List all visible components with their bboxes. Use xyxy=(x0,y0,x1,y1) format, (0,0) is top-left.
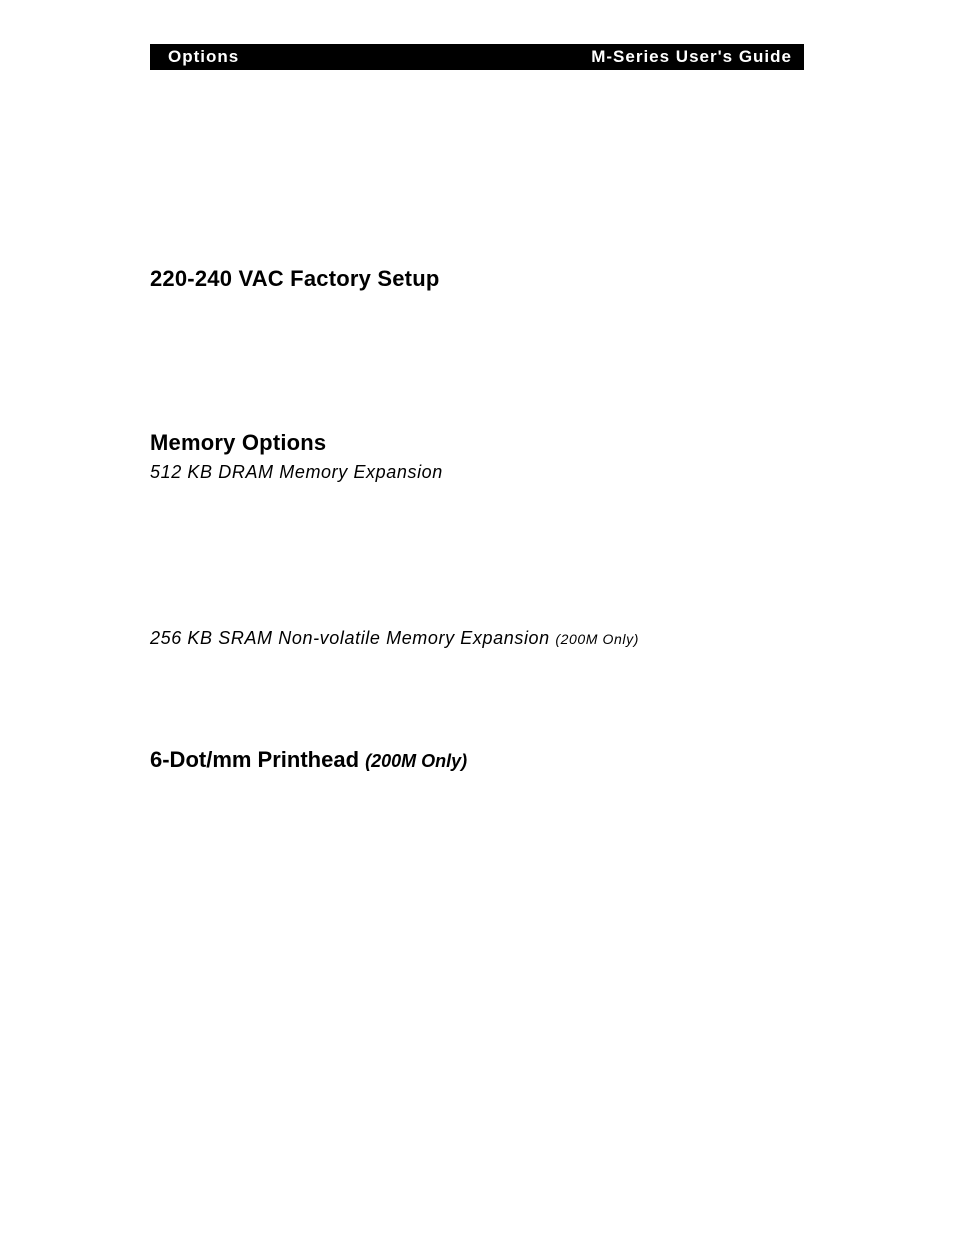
subheading-sram-expansion: 256 KB SRAM Non-volatile Memory Expansio… xyxy=(150,628,804,649)
spacer xyxy=(150,70,804,266)
subheading-sram-text: 256 KB SRAM Non-volatile Memory Expansio… xyxy=(150,628,550,648)
page-header-bar: Options M-Series User's Guide xyxy=(150,44,804,70)
heading-memory-options: Memory Options xyxy=(150,430,804,456)
subheading-dram-expansion: 512 KB DRAM Memory Expansion xyxy=(150,462,804,483)
header-guide-title: M-Series User's Guide xyxy=(591,47,792,67)
header-section-title: Options xyxy=(168,47,239,67)
spacer xyxy=(150,649,804,747)
subheading-sram-note: (200M Only) xyxy=(555,631,639,647)
spacer xyxy=(150,298,804,430)
heading-vac-factory-setup: 220-240 VAC Factory Setup xyxy=(150,266,804,292)
document-page: Options M-Series User's Guide 220-240 VA… xyxy=(0,0,954,833)
heading-printhead-text: 6-Dot/mm Printhead xyxy=(150,747,359,772)
heading-printhead: 6-Dot/mm Printhead (200M Only) xyxy=(150,747,804,773)
spacer xyxy=(150,483,804,628)
heading-printhead-note: (200M Only) xyxy=(365,751,467,771)
